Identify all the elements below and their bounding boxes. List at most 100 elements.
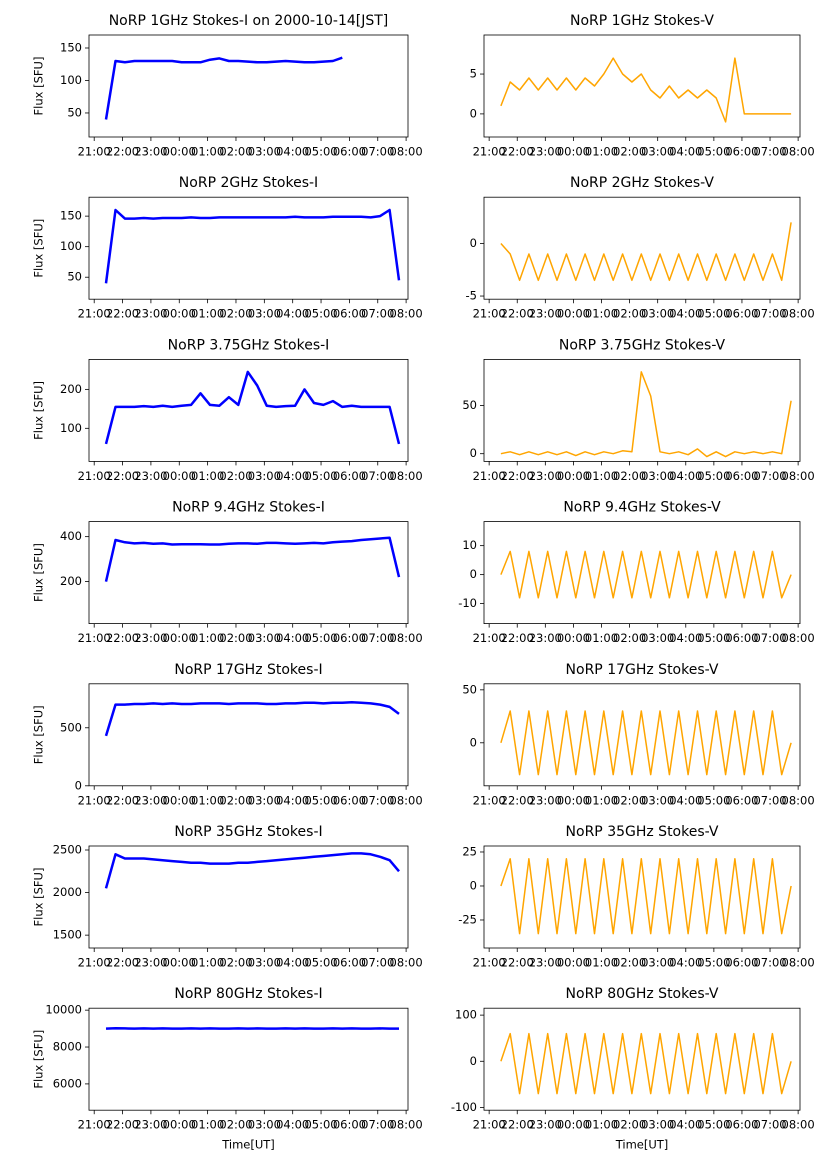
- x-tick-label: 04:00: [276, 956, 309, 970]
- x-tick-label: 03:00: [248, 631, 281, 645]
- y-tick-label: -100: [451, 1100, 477, 1114]
- series-line: [104, 852, 400, 889]
- y-tick-label: 500: [60, 720, 82, 734]
- x-tick-label: 03:00: [641, 469, 674, 483]
- x-tick-label: 03:00: [641, 1118, 674, 1132]
- x-tick-label: 00:00: [163, 307, 196, 321]
- x-tick-label: 00:00: [557, 956, 590, 970]
- x-tick-label: 23:00: [529, 631, 562, 645]
- x-tick-label: 05:00: [697, 469, 730, 483]
- y-tick-label: 50: [462, 398, 477, 412]
- x-tick-label: 02:00: [219, 145, 252, 159]
- x-tick-label: 04:00: [276, 793, 309, 807]
- x-tick-label: 23:00: [134, 631, 167, 645]
- x-tick-label: 07:00: [753, 1118, 786, 1132]
- x-tick-label: 07:00: [753, 631, 786, 645]
- x-tick-label: 05:00: [697, 307, 730, 321]
- panel-title: NoRP 17GHz Stokes-V: [566, 662, 719, 678]
- x-tick-label: 22:00: [106, 956, 139, 970]
- x-tick-label: 08:00: [782, 307, 815, 321]
- x-tick-label: 07:00: [753, 956, 786, 970]
- y-tick-label: 2000: [53, 885, 82, 899]
- x-tick-label: 03:00: [248, 1118, 281, 1132]
- x-tick-label: 03:00: [248, 956, 281, 970]
- x-tick-label: 06:00: [333, 307, 366, 321]
- x-tick-label: 21:00: [473, 469, 506, 483]
- x-tick-label: 01:00: [191, 956, 224, 970]
- axes-frame: [88, 683, 409, 787]
- axes-frame: [483, 34, 801, 138]
- y-tick-label: 100: [60, 239, 82, 253]
- x-tick-label: 05:00: [697, 631, 730, 645]
- x-tick-label: 02:00: [613, 469, 646, 483]
- x-tick-label: 22:00: [501, 1118, 534, 1132]
- x-tick-label: 07:00: [753, 307, 786, 321]
- y-tick-label: 200: [60, 382, 82, 396]
- x-tick-label: 22:00: [106, 145, 139, 159]
- x-tick-label: 21:00: [78, 956, 111, 970]
- panel-title: NoRP 9.4GHz Stokes-I: [172, 500, 325, 516]
- y-tick-label: -25: [458, 912, 477, 926]
- series-line: [104, 701, 400, 737]
- x-tick-label: 05:00: [697, 793, 730, 807]
- panel-title: NoRP 1GHz Stokes-I on 2000-10-14[JST]: [109, 13, 389, 29]
- x-tick-label: 23:00: [529, 469, 562, 483]
- x-tick-label: 23:00: [529, 1118, 562, 1132]
- axes-frame: [88, 1007, 409, 1111]
- x-tick-label: 07:00: [361, 469, 394, 483]
- x-tick-label: 22:00: [106, 307, 139, 321]
- x-tick-label: 00:00: [557, 793, 590, 807]
- y-tick-label: 6000: [53, 1076, 82, 1090]
- y-tick-label: 10000: [45, 1003, 82, 1017]
- x-tick-label: 00:00: [557, 469, 590, 483]
- x-tick-label: 04:00: [669, 631, 702, 645]
- x-tick-label: 04:00: [669, 956, 702, 970]
- x-tick-label: 05:00: [697, 145, 730, 159]
- panel-title: NoRP 3.75GHz Stokes-I: [168, 337, 330, 353]
- y-tick-label: 0: [470, 106, 477, 120]
- x-tick-label: 03:00: [641, 145, 674, 159]
- x-tick-label: 21:00: [473, 307, 506, 321]
- y-tick-label: 100: [60, 73, 82, 87]
- series-line: [500, 57, 792, 123]
- panel-title: NoRP 2GHz Stokes-V: [570, 175, 714, 191]
- x-tick-label: 08:00: [782, 469, 815, 483]
- panel-title: NoRP 9.4GHz Stokes-V: [563, 500, 721, 516]
- x-tick-label: 07:00: [361, 793, 394, 807]
- x-tick-label: 01:00: [585, 956, 618, 970]
- x-tick-label: 01:00: [191, 1118, 224, 1132]
- y-tick-label: 5: [470, 67, 477, 81]
- y-tick-label: 1500: [53, 928, 82, 942]
- x-tick-label: 05:00: [304, 145, 337, 159]
- series-line: [500, 222, 792, 282]
- x-tick-label: 21:00: [78, 145, 111, 159]
- x-tick-label: 22:00: [501, 793, 534, 807]
- x-tick-label: 23:00: [529, 145, 562, 159]
- axes-frame: [88, 196, 409, 300]
- series-line: [104, 56, 343, 120]
- x-tick-label: 22:00: [106, 1118, 139, 1132]
- x-tick-label: 00:00: [163, 1118, 196, 1132]
- x-tick-label: 23:00: [134, 1118, 167, 1132]
- x-tick-label: 22:00: [501, 956, 534, 970]
- y-axis-label: Flux [SFU]: [32, 219, 46, 278]
- x-tick-label: 01:00: [585, 145, 618, 159]
- x-tick-label: 05:00: [304, 793, 337, 807]
- x-tick-label: 03:00: [641, 631, 674, 645]
- x-tick-label: 04:00: [276, 145, 309, 159]
- x-tick-label: 03:00: [641, 793, 674, 807]
- x-tick-label: 00:00: [163, 469, 196, 483]
- x-tick-label: 06:00: [333, 469, 366, 483]
- y-tick-label: 0: [75, 778, 82, 792]
- series-line: [500, 710, 792, 776]
- x-tick-label: 03:00: [248, 793, 281, 807]
- x-tick-label: 00:00: [163, 956, 196, 970]
- x-tick-label: 22:00: [106, 793, 139, 807]
- axes-frame: [88, 358, 409, 462]
- x-tick-label: 04:00: [276, 1118, 309, 1132]
- y-tick-label: 50: [67, 105, 82, 119]
- x-tick-label: 08:00: [782, 631, 815, 645]
- x-tick-label: 22:00: [501, 145, 534, 159]
- x-tick-label: 05:00: [304, 307, 337, 321]
- x-tick-label: 00:00: [557, 307, 590, 321]
